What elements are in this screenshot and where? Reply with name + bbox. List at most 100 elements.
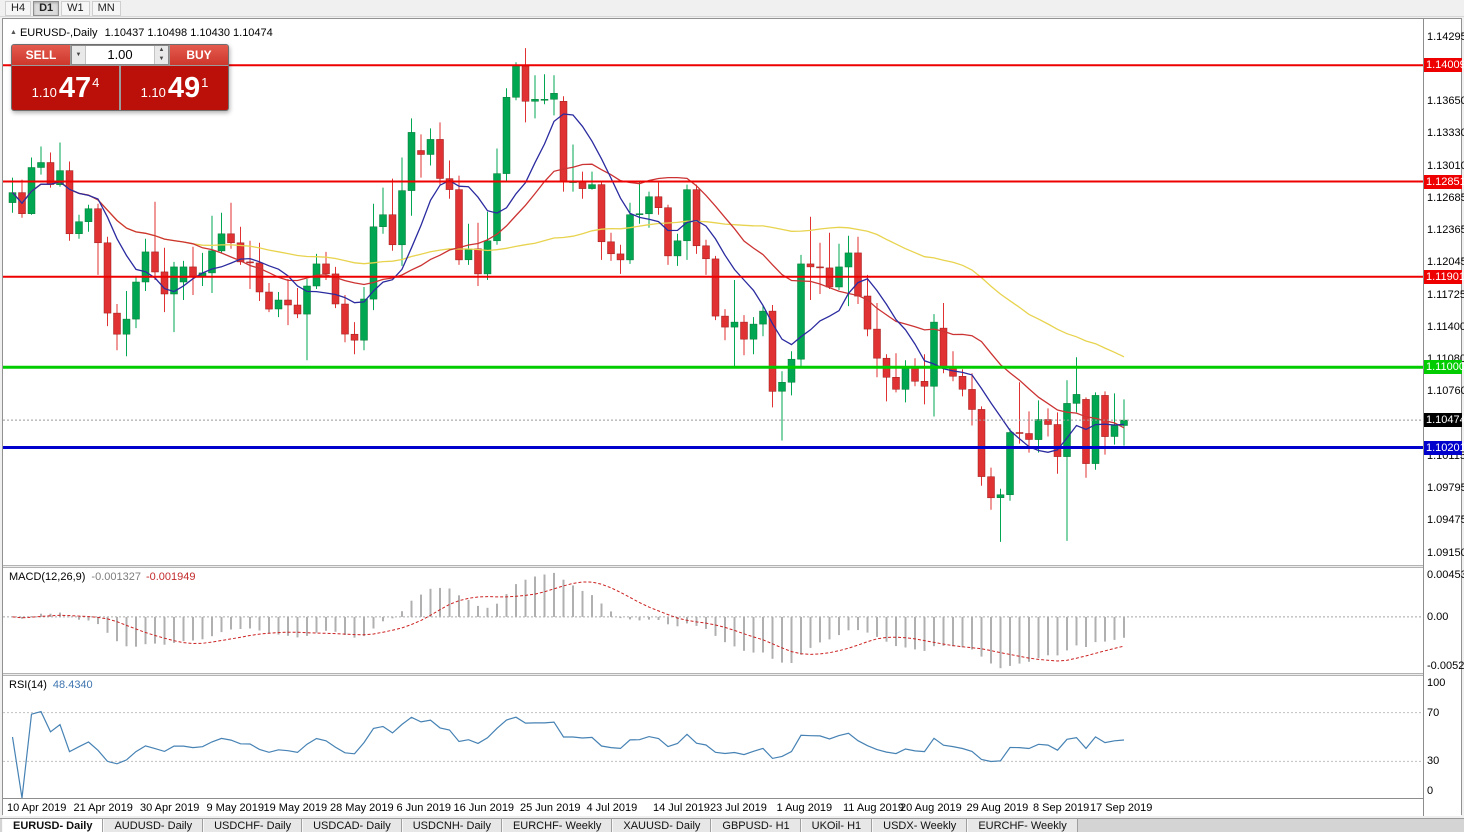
macd-chart[interactable]	[3, 568, 1423, 673]
rsi-axis-label: 100	[1427, 677, 1446, 689]
time-axis-label: 21 Apr 2019	[73, 802, 133, 814]
macd-name: MACD(12,26,9)	[9, 571, 86, 583]
rsi-value: 48.4340	[52, 679, 93, 691]
pane-splitter[interactable]	[3, 565, 1461, 568]
price-tick-label: 1.12045	[1427, 256, 1464, 269]
time-axis-label: 8 Sep 2019	[1033, 802, 1090, 814]
price-tick-label: 1.14295	[1427, 30, 1464, 43]
volume-value[interactable]: 1.00	[107, 47, 133, 62]
buy-price-main-digits: 49	[167, 72, 201, 104]
sell-price-display[interactable]: 1.10 47 4	[12, 66, 119, 110]
timeframe-button-w1[interactable]: W1	[61, 0, 90, 16]
time-axis-label: 19 May 2019	[263, 802, 328, 814]
timeframe-button-d1[interactable]: D1	[33, 0, 60, 16]
price-tick-label: 1.12685	[1427, 192, 1464, 205]
time-axis-label: 1 Aug 2019	[776, 802, 833, 814]
timeframe-button-h4[interactable]: H4	[5, 0, 32, 16]
rsi-pane[interactable]: RSI(14) 48.4340	[3, 676, 1461, 798]
chart-tab-eurchf-weekly[interactable]: EURCHF- Weekly	[967, 819, 1078, 832]
sell-price-base: 1.10	[31, 85, 57, 100]
level-price-badge[interactable]: 1.14009	[1424, 58, 1464, 73]
time-axis-label: 29 Aug 2019	[966, 802, 1029, 814]
chart-tab-eurchf-weekly-5[interactable]: EURCHF- Weekly	[501, 819, 613, 832]
volume-up-icon[interactable]: ▲	[158, 47, 165, 53]
price-tick-label: 1.13650	[1427, 95, 1464, 108]
time-axis-label: 4 Jul 2019	[586, 802, 638, 814]
pane-splitter[interactable]	[3, 673, 1461, 676]
price-tick-label: 1.09150	[1427, 547, 1464, 559]
level-price-badge[interactable]: 1.11000	[1424, 360, 1464, 375]
macd-axis-label: 0.00	[1427, 610, 1449, 623]
price-tick-label: 1.12365	[1427, 224, 1464, 237]
chart-symbol-label: EURUSD-,Daily	[19, 27, 98, 39]
collapse-panel-icon[interactable]: ▲	[10, 29, 17, 36]
timeframe-button-mn[interactable]: MN	[91, 0, 121, 16]
candlestick-chart[interactable]	[3, 19, 1423, 565]
chart-tab-gbpusd-h1[interactable]: GBPUSD- H1	[711, 819, 801, 832]
price-tick-label: 1.13330	[1427, 127, 1464, 140]
timeframe-toolbar: H4 D1 W1 MN	[0, 0, 1464, 17]
level-price-badge[interactable]: 1.10201	[1424, 440, 1464, 455]
rsi-chart[interactable]	[3, 676, 1423, 798]
macd-signal-value: -0.001949	[145, 571, 196, 583]
time-axis-label: 20 Aug 2019	[900, 802, 962, 814]
time-axis-label: 14 Jul 2019	[653, 802, 710, 814]
chart-tab-usdchf-daily-2[interactable]: USDCHF- Daily	[203, 819, 303, 832]
macd-axis-label: 0.004536	[1427, 569, 1464, 581]
time-axis-label: 9 May 2019	[206, 802, 264, 814]
volume-dropdown-icon[interactable]: ▼	[72, 46, 86, 64]
sell-price-main-digits: 47	[58, 72, 92, 104]
rsi-label: RSI(14) 48.4340	[9, 679, 93, 691]
time-axis-label: 30 Apr 2019	[140, 802, 200, 814]
chart-tab-usdx-weekly[interactable]: USDX- Weekly	[872, 819, 968, 832]
price-tick-label: 1.09475	[1427, 514, 1464, 527]
price-tick-label: 1.13010	[1427, 159, 1464, 172]
time-axis[interactable]: 10 Apr 2019 21 Apr 2019 30 Apr 2019 9 May 2…	[3, 798, 1461, 816]
chart-tab-ukoil-h1[interactable]: UKOil- H1	[800, 819, 873, 832]
rsi-axis-label: 30	[1427, 755, 1440, 768]
macd-label: MACD(12,26,9) -0.001327 -0.001949	[9, 571, 196, 583]
level-price-badge[interactable]: 1.12851	[1424, 174, 1464, 189]
rsi-name: RSI(14)	[9, 679, 47, 691]
price-tick-label: 1.11725	[1427, 288, 1464, 301]
price-tick-label: 1.09795	[1427, 482, 1464, 495]
macd-main-value: -0.001327	[91, 571, 141, 583]
chart-title: ▲ EURUSD-,Daily 1.10437 1.10498 1.10430 1.…	[10, 27, 273, 39]
chart-tab-usdcnh-daily-4[interactable]: USDCNH- Daily	[401, 819, 502, 832]
chart-ohlc-values: 1.10437 1.10498 1.10430 1.10474	[104, 27, 273, 39]
price-tick-label: 1.11400	[1427, 321, 1464, 334]
time-axis-label: 23 Jul 2019	[710, 802, 767, 814]
macd-axis-label: -0.005205	[1427, 660, 1464, 672]
sell-price-pipette: 4	[92, 75, 100, 90]
chart-tab-eurusd-daily-0[interactable]: EURUSD- Daily	[2, 819, 104, 832]
time-axis-label: 6 Jun 2019	[396, 802, 451, 814]
price-tick-label: 1.10760	[1427, 385, 1464, 398]
price-axis[interactable]: 1.14295 1.13650 1.13330 1.13010 1.12685 1.123…	[1423, 19, 1464, 816]
rsi-axis-label: 70	[1427, 706, 1440, 719]
rsi-axis-label: 0	[1427, 785, 1434, 797]
time-axis-label: 28 May 2019	[330, 802, 394, 814]
chart-tab-audusd-daily-1[interactable]: AUDUSD- Daily	[103, 819, 204, 832]
volume-control[interactable]: ▼ 1.00 ▲ ▼	[71, 45, 169, 65]
chart-tabs-bar: EURUSD- Daily AUDUSD- Daily USDCHF- Daily U…	[0, 818, 1464, 832]
chart-window: ▲ EURUSD-,Daily 1.10437 1.10498 1.10430 1.…	[2, 18, 1464, 816]
chart-tab-xauusd-daily[interactable]: XAUUSD- Daily	[612, 819, 712, 832]
buy-button[interactable]: BUY	[170, 45, 228, 65]
trade-panel-controls: SELL ▼ 1.00 ▲ ▼ BUY	[12, 45, 228, 65]
buy-price-base: 1.10	[140, 85, 166, 100]
level-price-badge[interactable]: 1.11901	[1424, 269, 1464, 284]
chart-tab-usdcad-daily-3[interactable]: USDCAD- Daily	[302, 819, 402, 832]
macd-pane[interactable]: MACD(12,26,9) -0.001327 -0.001949	[3, 568, 1461, 673]
time-axis-label: 17 Sep 2019	[1090, 802, 1153, 814]
buy-price-display[interactable]: 1.10 49 1	[121, 66, 228, 110]
buy-price-pipette: 1	[201, 75, 209, 90]
volume-spinner[interactable]: ▲ ▼	[154, 46, 168, 64]
main-chart-pane[interactable]: ▲ EURUSD-,Daily 1.10437 1.10498 1.10430 1.…	[3, 19, 1461, 565]
sell-button[interactable]: SELL	[12, 45, 70, 65]
volume-down-icon[interactable]: ▼	[158, 56, 165, 62]
time-axis-label: 16 Jun 2019	[453, 802, 515, 814]
time-axis-label: 11 Aug 2019	[843, 802, 904, 814]
current-price-badge: 1.10474	[1424, 413, 1464, 428]
time-axis-label: 25 Jun 2019	[520, 802, 581, 814]
